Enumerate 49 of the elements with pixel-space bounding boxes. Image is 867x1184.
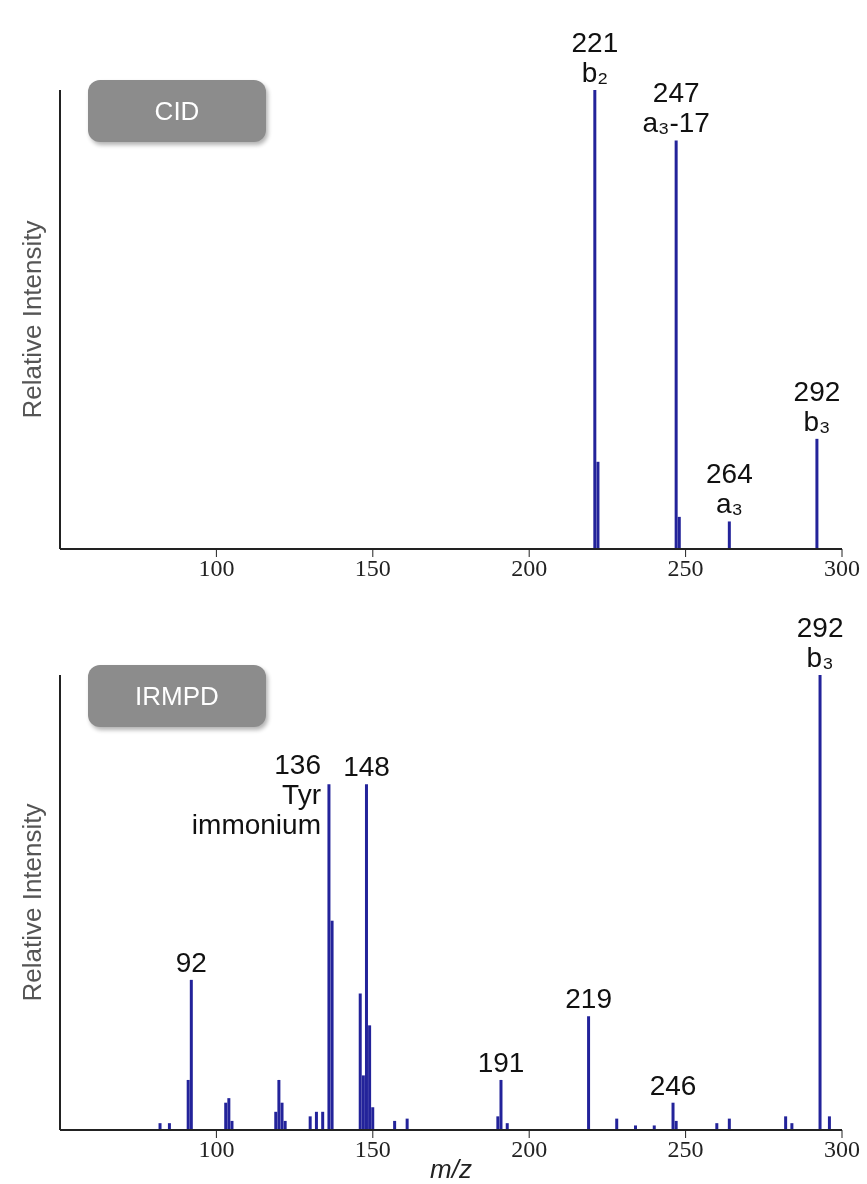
- bar: [224, 1102, 228, 1130]
- bar: [727, 521, 731, 549]
- bar: [784, 1116, 788, 1130]
- bar: [790, 1123, 794, 1130]
- annotation: 219: [565, 983, 612, 1015]
- bar: [818, 675, 822, 1130]
- y-axis-title: Relative Intensity: [17, 220, 47, 419]
- bar: [167, 1123, 171, 1130]
- y-axis-title: Relative Intensity: [17, 803, 47, 1002]
- annotation: 292 b₃: [793, 375, 841, 437]
- bar: [587, 1016, 591, 1130]
- annotation: 246: [649, 1069, 697, 1101]
- x-tick-label: 150: [354, 1136, 391, 1163]
- bar: [327, 784, 331, 1130]
- annotation: 292 b₃: [796, 612, 844, 673]
- x-tick-label: 300: [824, 1136, 860, 1163]
- bar: [227, 1098, 231, 1130]
- bar: [321, 1111, 325, 1130]
- bar: [158, 1123, 162, 1130]
- annotation: 191: [477, 1046, 525, 1078]
- annotation: 247 a₃-17: [642, 77, 710, 139]
- x-tick-label: 300: [824, 555, 860, 582]
- annotation: 136 Tyr immonium: [191, 749, 322, 841]
- x-tick-label: 250: [667, 1136, 704, 1163]
- bar: [674, 140, 678, 549]
- annotation: 148: [343, 751, 390, 783]
- x-tick-label: 150: [354, 555, 391, 582]
- annotation: 92: [175, 946, 207, 978]
- bar: [593, 90, 597, 549]
- annotation: 264 a₃: [706, 458, 753, 520]
- bar: [189, 979, 193, 1130]
- bar: [277, 1079, 281, 1130]
- bar: [499, 1079, 503, 1130]
- annotation: 221 b₂: [571, 27, 619, 88]
- bar: [364, 784, 368, 1130]
- bar: [827, 1116, 831, 1130]
- bar: [314, 1111, 318, 1130]
- x-axis-title: m/z: [430, 1154, 472, 1184]
- x-tick-label: 100: [198, 1136, 235, 1163]
- bar: [308, 1116, 312, 1130]
- bar: [715, 1123, 719, 1130]
- bar: [505, 1123, 509, 1130]
- bar: [358, 993, 362, 1130]
- bar: [815, 438, 819, 549]
- x-tick-label: 200: [511, 1136, 548, 1163]
- x-tick-label: 250: [667, 555, 704, 582]
- x-tick-label: 200: [511, 555, 548, 582]
- bar: [671, 1102, 675, 1130]
- x-tick-label: 100: [198, 555, 235, 582]
